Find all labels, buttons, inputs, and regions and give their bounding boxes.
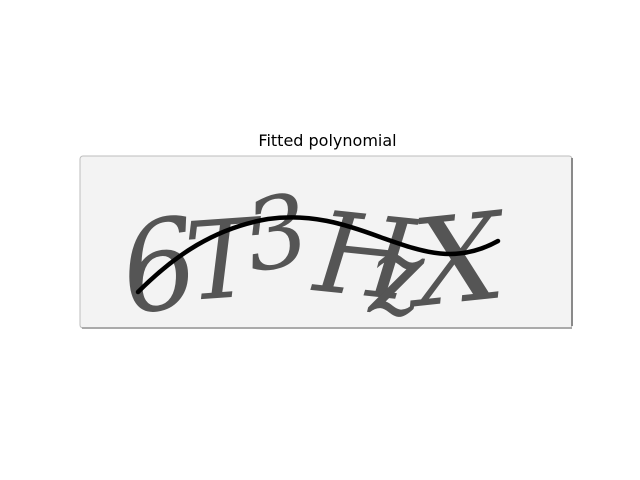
captcha-glyph-6: X <box>398 187 514 336</box>
captcha-glyph-5: z <box>364 210 428 342</box>
captcha-glyph-2: T <box>181 196 269 326</box>
fitted-polynomial-curve <box>135 215 501 295</box>
figure-title: Fitted polynomial <box>258 131 397 150</box>
captcha-glyph-4: H <box>307 187 422 327</box>
